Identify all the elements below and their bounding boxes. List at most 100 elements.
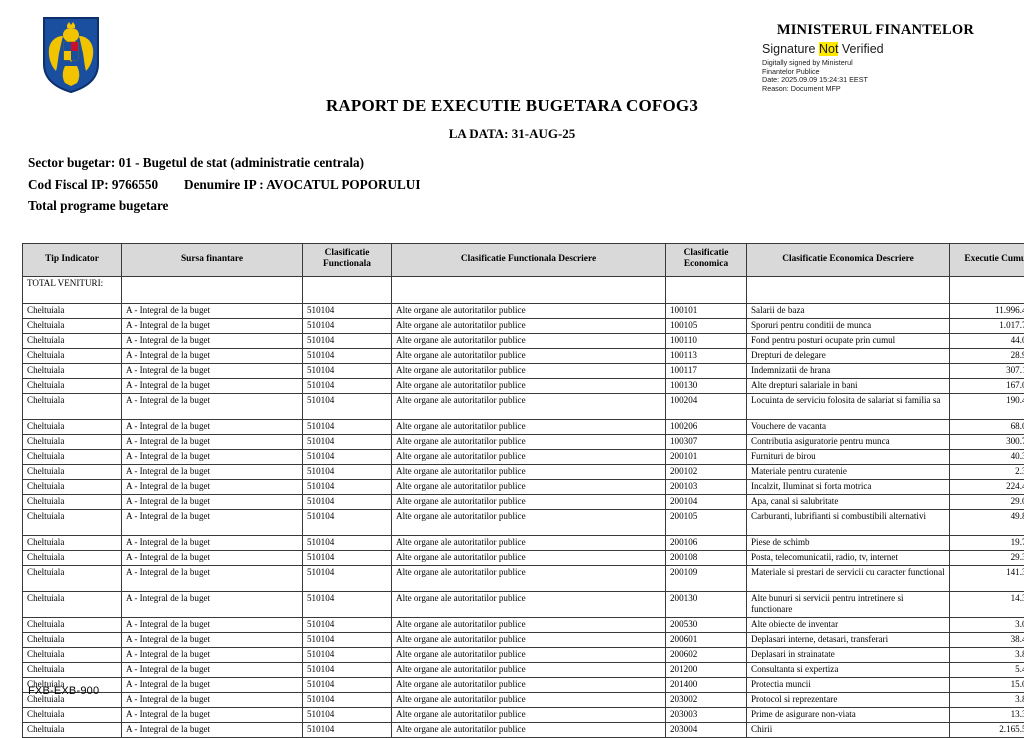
cell-clasificatie-functionala: 510104 bbox=[303, 550, 392, 565]
cell-clasificatie-functionala: 510104 bbox=[303, 565, 392, 591]
cell-clasificatie-economica-desc: Materiale si prestari de servicii cu car… bbox=[747, 565, 950, 591]
cell-tip-indicator: TOTAL VENITURI: bbox=[23, 276, 122, 303]
cell-clasificatie-economica-desc: Consultanta si expertiza bbox=[747, 662, 950, 677]
cell-clasificatie-economica-desc: Incalzit, Iluminat si forta motrica bbox=[747, 479, 950, 494]
cell-executie-cumulat: 307.138,00 bbox=[950, 363, 1024, 378]
cell-executie-cumulat: 38.494,98 bbox=[950, 632, 1024, 647]
cell-clasificatie-functionala-desc: Alte organe ale autoritatilor publice bbox=[392, 565, 666, 591]
cell-tip-indicator: Cheltuiala bbox=[23, 662, 122, 677]
cell-clasificatie-functionala-desc: Alte organe ale autoritatilor publice bbox=[392, 591, 666, 617]
cell-clasificatie-economica: 200103 bbox=[666, 479, 747, 494]
cell-clasificatie-functionala-desc: Alte organe ale autoritatilor publice bbox=[392, 692, 666, 707]
cell-sursa-finantare: A - Integral de la buget bbox=[122, 707, 303, 722]
cell-clasificatie-economica-desc: Vouchere de vacanta bbox=[747, 419, 950, 434]
cell-clasificatie-functionala: 510104 bbox=[303, 318, 392, 333]
col-header-clasificatie-functionala: Clasificatie Functionala bbox=[303, 244, 392, 277]
cell-tip-indicator: Cheltuiala bbox=[23, 318, 122, 333]
cell-clasificatie-economica: 200109 bbox=[666, 565, 747, 591]
cell-executie-cumulat: 3.889,00 bbox=[950, 647, 1024, 662]
meta-cod-fiscal-label: Cod Fiscal IP: bbox=[28, 177, 109, 192]
cell-sursa-finantare: A - Integral de la buget bbox=[122, 419, 303, 434]
cell-executie-cumulat: 29.380,35 bbox=[950, 550, 1024, 565]
cell-tip-indicator: Cheltuiala bbox=[23, 535, 122, 550]
cell-executie-cumulat: 29.085,88 bbox=[950, 494, 1024, 509]
cell-tip-indicator: Cheltuiala bbox=[23, 632, 122, 647]
cell-tip-indicator: Cheltuiala bbox=[23, 303, 122, 318]
cell-clasificatie-functionala: 510104 bbox=[303, 677, 392, 692]
meta-denumire-value: AVOCATUL POPORULUI bbox=[266, 177, 420, 192]
cell-clasificatie-functionala-desc: Alte organe ale autoritatilor publice bbox=[392, 550, 666, 565]
cell-clasificatie-functionala-desc bbox=[392, 276, 666, 303]
cell-sursa-finantare: A - Integral de la buget bbox=[122, 378, 303, 393]
cell-executie-cumulat: 300.786,00 bbox=[950, 434, 1024, 449]
cell-sursa-finantare: A - Integral de la buget bbox=[122, 434, 303, 449]
cell-executie-cumulat: 0,00 bbox=[950, 276, 1024, 303]
cell-tip-indicator: Cheltuiala bbox=[23, 707, 122, 722]
signature-status-highlight: Not bbox=[819, 42, 838, 56]
cell-clasificatie-functionala: 510104 bbox=[303, 449, 392, 464]
cell-sursa-finantare: A - Integral de la buget bbox=[122, 449, 303, 464]
cell-clasificatie-functionala: 510104 bbox=[303, 662, 392, 677]
cell-executie-cumulat: 224.438,82 bbox=[950, 479, 1024, 494]
cell-clasificatie-economica-desc: Alte drepturi salariale in bani bbox=[747, 378, 950, 393]
cell-tip-indicator: Cheltuiala bbox=[23, 419, 122, 434]
cell-tip-indicator: Cheltuiala bbox=[23, 565, 122, 591]
cell-executie-cumulat: 2.165.578,53 bbox=[950, 722, 1024, 737]
cell-clasificatie-economica-desc: Carburanti, lubrifianti si combustibili … bbox=[747, 509, 950, 535]
cell-clasificatie-economica: 203003 bbox=[666, 707, 747, 722]
cell-clasificatie-economica-desc: Locuinta de serviciu folosita de salaria… bbox=[747, 393, 950, 419]
cell-clasificatie-economica-desc: Apa, canal si salubritate bbox=[747, 494, 950, 509]
cell-sursa-finantare: A - Integral de la buget bbox=[122, 632, 303, 647]
cell-clasificatie-functionala: 510104 bbox=[303, 393, 392, 419]
cell-clasificatie-functionala-desc: Alte organe ale autoritatilor publice bbox=[392, 479, 666, 494]
cell-tip-indicator: Cheltuiala bbox=[23, 393, 122, 419]
cell-executie-cumulat: 5.400,00 bbox=[950, 662, 1024, 677]
cell-clasificatie-economica: 200106 bbox=[666, 535, 747, 550]
signature-reason: Reason: Document MFP bbox=[762, 85, 942, 94]
cell-clasificatie-economica: 200104 bbox=[666, 494, 747, 509]
cell-executie-cumulat: 1.017.718,00 bbox=[950, 318, 1024, 333]
cell-clasificatie-functionala: 510104 bbox=[303, 479, 392, 494]
cell-clasificatie-economica: 100204 bbox=[666, 393, 747, 419]
cell-sursa-finantare: A - Integral de la buget bbox=[122, 591, 303, 617]
cell-tip-indicator: Cheltuiala bbox=[23, 722, 122, 737]
report-table: Tip Indicator Sursa finantare Clasificat… bbox=[22, 243, 1024, 738]
signature-status: Signature Not Verified bbox=[762, 42, 942, 56]
cell-clasificatie-functionala: 510104 bbox=[303, 535, 392, 550]
cell-clasificatie-functionala-desc: Alte organe ale autoritatilor publice bbox=[392, 647, 666, 662]
cell-sursa-finantare: A - Integral de la buget bbox=[122, 303, 303, 318]
cell-clasificatie-functionala-desc: Alte organe ale autoritatilor publice bbox=[392, 303, 666, 318]
cell-clasificatie-functionala-desc: Alte organe ale autoritatilor publice bbox=[392, 318, 666, 333]
cell-clasificatie-economica: 200108 bbox=[666, 550, 747, 565]
cell-sursa-finantare: A - Integral de la buget bbox=[122, 363, 303, 378]
cell-clasificatie-functionala-desc: Alte organe ale autoritatilor publice bbox=[392, 363, 666, 378]
cell-tip-indicator: Cheltuiala bbox=[23, 378, 122, 393]
cell-clasificatie-functionala-desc: Alte organe ale autoritatilor publice bbox=[392, 393, 666, 419]
meta-sector-value: 01 - Bugetul de stat (administratie cent… bbox=[119, 155, 364, 170]
cell-executie-cumulat: 68.000,00 bbox=[950, 419, 1024, 434]
cell-clasificatie-economica: 203004 bbox=[666, 722, 747, 737]
cell-clasificatie-economica-desc: Deplasari interne, detasari, transferari bbox=[747, 632, 950, 647]
cell-sursa-finantare: A - Integral de la buget bbox=[122, 550, 303, 565]
cell-clasificatie-functionala-desc: Alte organe ale autoritatilor publice bbox=[392, 434, 666, 449]
signature-status-prefix: Signature bbox=[762, 42, 819, 56]
cell-clasificatie-economica: 200102 bbox=[666, 464, 747, 479]
cell-tip-indicator: Cheltuiala bbox=[23, 434, 122, 449]
cell-sursa-finantare: A - Integral de la buget bbox=[122, 692, 303, 707]
cell-clasificatie-economica: 200602 bbox=[666, 647, 747, 662]
cell-executie-cumulat: 14.375,95 bbox=[950, 591, 1024, 617]
cell-clasificatie-economica-desc: Protocol si reprezentare bbox=[747, 692, 950, 707]
